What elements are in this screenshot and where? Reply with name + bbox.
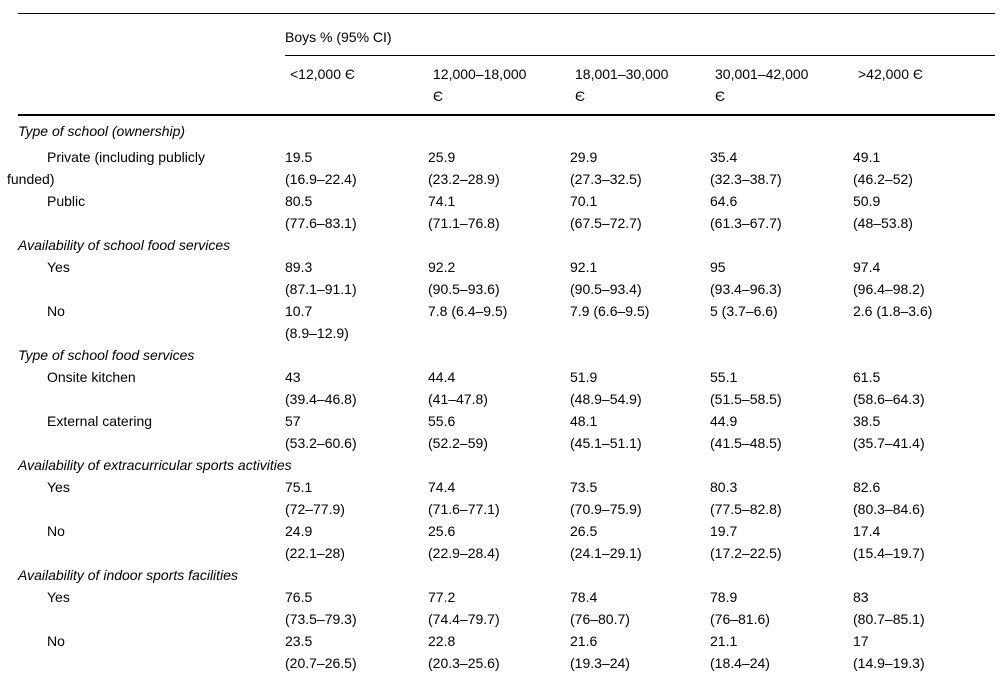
row-label-yes: Yes [47, 589, 70, 605]
data-cell: 26.5 (24.1–29.1) [570, 523, 642, 561]
data-cell: 95 (93.4–96.3) [710, 259, 782, 297]
data-cell: 43 (39.4–46.8) [285, 369, 357, 407]
data-cell: 97.4 (96.4–98.2) [853, 259, 925, 297]
row-label-onsite-kitchen: Onsite kitchen [47, 369, 136, 385]
data-cell: 82.6 (80.3–84.6) [853, 479, 925, 517]
data-cell: 92.2 (90.5–93.6) [428, 259, 500, 297]
data-cell: 75.1 (72–77.9) [285, 479, 345, 517]
row-label-no: No [47, 633, 65, 649]
table-row: Yes 76.5 (73.5–79.3) 77.2 (74.4–79.7) 78… [18, 586, 995, 630]
data-cell: 25.9 (23.2–28.9) [428, 149, 500, 187]
data-cell: 48.1 (45.1–51.1) [570, 413, 642, 451]
data-cell: 19.7 (17.2–22.5) [710, 523, 782, 561]
table-row: Yes 89.3 (87.1–91.1) 92.2 (90.5–93.6) 92… [18, 256, 995, 300]
row-label-no: No [47, 303, 65, 319]
data-cell: 21.6 (19.3–24) [570, 633, 630, 671]
column-header-under-12000: <12,000 Є [285, 55, 428, 116]
income-distribution-table: Boys % (95% CI) <12,000 Є 12,000–18,000 … [7, 13, 996, 679]
data-cell: 70.1 (67.5–72.7) [570, 193, 642, 231]
data-cell: 57 (53.2–60.6) [285, 413, 357, 451]
data-cell: 44.4 (41–47.8) [428, 369, 488, 407]
data-cell: 7.9 (6.6–9.5) [570, 303, 650, 319]
section-row: Type of school food services [18, 344, 995, 366]
data-cell: 17 (14.9–19.3) [853, 633, 925, 671]
data-cell: 5 (3.7–6.6) [710, 303, 778, 319]
section-row: Availability of extracurricular sports a… [18, 454, 995, 476]
section-header-indoor-sports: Availability of indoor sports facilities [18, 567, 238, 583]
section-row: Availability of indoor sports facilities [18, 564, 995, 586]
row-label-public: Public [47, 193, 86, 209]
data-cell: 2.6 (1.8–3.6) [853, 303, 933, 319]
stub-cell [18, 55, 285, 116]
row-label-yes: Yes [47, 259, 70, 275]
table-row: External catering 57 (53.2–60.6) 55.6 (5… [18, 410, 995, 454]
data-cell: 17.4 (15.4–19.7) [853, 523, 925, 561]
data-cell: 76.5 (73.5–79.3) [285, 589, 357, 627]
group-header-row: Boys % (95% CI) [18, 13, 996, 56]
table-row: Onsite kitchen 43 (39.4–46.8) 44.4 (41–4… [18, 366, 995, 410]
data-cell: 74.4 (71.6–77.1) [428, 479, 500, 517]
data-cell: 44.9 (41.5–48.5) [710, 413, 782, 451]
data-cell: 77.2 (74.4–79.7) [428, 589, 500, 627]
stub-cell [18, 14, 285, 56]
table-row: Private (including publicly funded) 19.5… [7, 146, 995, 190]
section-header-extracurricular: Availability of extracurricular sports a… [18, 457, 292, 473]
row-label-yes: Yes [47, 479, 70, 495]
data-cell: 89.3 (87.1–91.1) [285, 259, 357, 297]
column-header-12000-18000: 12,000–18,000 Є [428, 55, 570, 116]
column-header-18001-30000: 18,001–30,000 Є [570, 55, 710, 116]
data-cell: 35.4 (32.3–38.7) [710, 149, 782, 187]
data-cell: 22.8 (20.3–25.6) [428, 633, 500, 671]
group-header-boys: Boys % (95% CI) [285, 13, 996, 56]
data-cell: 64.6 (61.3–67.7) [710, 193, 782, 231]
section-header-food-type: Type of school food services [18, 347, 195, 363]
table-row: No 24.9 (22.1–28) 25.6 (22.9–28.4) 26.5 … [18, 520, 995, 564]
data-cell: 83 (80.7–85.1) [853, 589, 925, 627]
data-cell: 78.4 (76–80.7) [570, 589, 630, 627]
data-cell: 73.5 (70.9–75.9) [570, 479, 642, 517]
data-cell: 50.9 (48–53.8) [853, 193, 913, 231]
data-cell: 80.5 (77.6–83.1) [285, 193, 357, 231]
data-cell: 21.1 (18.4–24) [710, 633, 770, 671]
section-header-ownership: Type of school (ownership) [18, 123, 186, 139]
data-cell: 78.9 (76–81.6) [710, 589, 770, 627]
section-row: Type of school (ownership) [18, 115, 995, 146]
row-label-no: No [47, 523, 65, 539]
column-header-over-42000: >42,000 Є [853, 55, 996, 116]
data-cell: 92.1 (90.5–93.4) [570, 259, 642, 297]
table-row: Public 80.5 (77.6–83.1) 74.1 (71.1–76.8)… [18, 190, 995, 234]
data-cell: 49.1 (46.2–52) [853, 149, 913, 187]
data-cell: 29.9 (27.3–32.5) [570, 149, 642, 187]
data-cell: 61.5 (58.6–64.3) [853, 369, 925, 407]
table-row: Yes 75.1 (72–77.9) 74.4 (71.6–77.1) 73.5… [18, 476, 995, 520]
data-cell: 10.7 (8.9–12.9) [285, 303, 349, 341]
table-container: Boys % (95% CI) <12,000 Є 12,000–18,000 … [0, 13, 1000, 679]
row-label-external-catering: External catering [47, 413, 153, 429]
data-cell: 74.1 (71.1–76.8) [428, 193, 500, 231]
column-header-30001-42000: 30,001–42,000 Є [710, 55, 853, 116]
data-cell: 55.1 (51.5–58.5) [710, 369, 782, 407]
row-label-private: Private (including publicly funded) [7, 149, 205, 187]
section-header-food-services: Availability of school food services [18, 237, 231, 253]
data-cell: 55.6 (52.2–59) [428, 413, 488, 451]
section-row: Availability of school food services [18, 234, 995, 256]
table-row: No 10.7 (8.9–12.9) 7.8 (6.4–9.5) 7.9 (6.… [18, 300, 995, 344]
data-cell: 23.5 (20.7–26.5) [285, 633, 357, 671]
data-cell: 38.5 (35.7–41.4) [853, 413, 925, 451]
table-row: No 23.5 (20.7–26.5) 22.8 (20.3–25.6) 21.… [18, 630, 995, 679]
data-cell: 7.8 (6.4–9.5) [428, 303, 508, 319]
data-cell: 80.3 (77.5–82.8) [710, 479, 782, 517]
column-header-row: <12,000 Є 12,000–18,000 Є 18,001–30,000 … [18, 55, 996, 116]
data-cell: 24.9 (22.1–28) [285, 523, 345, 561]
data-cell: 51.9 (48.9–54.9) [570, 369, 642, 407]
data-cell: 19.5 (16.9–22.4) [285, 149, 357, 187]
data-cell: 25.6 (22.9–28.4) [428, 523, 500, 561]
